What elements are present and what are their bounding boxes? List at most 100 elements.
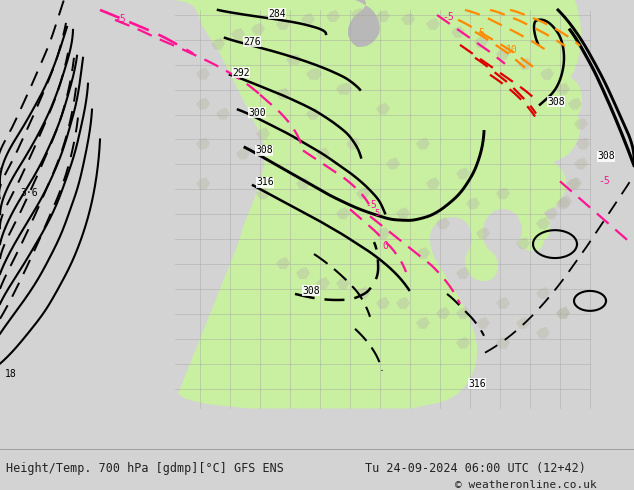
Text: Height/Temp. 700 hPa [gdmp][°C] GFS ENS: Height/Temp. 700 hPa [gdmp][°C] GFS ENS — [6, 462, 284, 474]
Polygon shape — [426, 177, 440, 189]
Text: 308: 308 — [547, 97, 565, 107]
Polygon shape — [416, 317, 430, 329]
Polygon shape — [456, 267, 470, 279]
Polygon shape — [476, 317, 490, 329]
Polygon shape — [451, 26, 465, 38]
Polygon shape — [518, 58, 532, 70]
Polygon shape — [466, 197, 480, 209]
Polygon shape — [301, 13, 315, 25]
Polygon shape — [336, 207, 350, 219]
Polygon shape — [276, 18, 290, 30]
Polygon shape — [436, 307, 450, 319]
Text: -5: -5 — [114, 14, 126, 24]
Polygon shape — [540, 68, 554, 80]
Polygon shape — [306, 108, 320, 120]
Polygon shape — [0, 0, 634, 448]
Polygon shape — [196, 138, 210, 149]
Polygon shape — [536, 217, 550, 229]
Polygon shape — [544, 207, 558, 219]
Polygon shape — [558, 196, 572, 207]
Text: 292: 292 — [232, 68, 250, 78]
Polygon shape — [396, 297, 410, 309]
Polygon shape — [326, 10, 340, 22]
Polygon shape — [351, 8, 365, 20]
Text: 300: 300 — [248, 108, 266, 118]
Text: -5: -5 — [365, 200, 377, 210]
Text: 5: 5 — [374, 209, 379, 218]
Text: 316: 316 — [256, 177, 274, 187]
Polygon shape — [476, 227, 490, 239]
Polygon shape — [416, 247, 430, 259]
Text: 308: 308 — [597, 151, 614, 161]
Polygon shape — [356, 187, 370, 199]
Polygon shape — [336, 83, 352, 95]
Polygon shape — [356, 287, 370, 299]
Polygon shape — [216, 108, 230, 120]
Polygon shape — [516, 237, 530, 249]
Polygon shape — [568, 98, 582, 110]
Polygon shape — [456, 337, 470, 349]
Polygon shape — [376, 297, 390, 309]
Polygon shape — [231, 28, 245, 40]
Polygon shape — [426, 18, 440, 30]
Polygon shape — [346, 138, 360, 149]
Polygon shape — [376, 10, 390, 22]
Text: 284: 284 — [268, 9, 286, 19]
Text: 5: 5 — [478, 28, 484, 38]
Polygon shape — [536, 327, 550, 339]
Text: 276: 276 — [243, 37, 261, 47]
Polygon shape — [566, 177, 580, 189]
Polygon shape — [568, 177, 582, 189]
Polygon shape — [376, 102, 390, 115]
Polygon shape — [276, 257, 290, 269]
Text: 308: 308 — [302, 286, 320, 296]
Polygon shape — [516, 317, 530, 329]
Polygon shape — [574, 118, 588, 129]
Polygon shape — [286, 55, 302, 65]
Polygon shape — [276, 88, 290, 99]
Polygon shape — [211, 38, 225, 50]
Polygon shape — [401, 13, 415, 25]
Text: 316: 316 — [468, 379, 486, 389]
Polygon shape — [456, 307, 470, 319]
Text: © weatheronline.co.uk: © weatheronline.co.uk — [455, 480, 597, 490]
Polygon shape — [496, 337, 510, 349]
Polygon shape — [348, 0, 380, 47]
Polygon shape — [386, 157, 400, 170]
Polygon shape — [196, 177, 210, 189]
Text: 10: 10 — [506, 45, 518, 55]
Polygon shape — [574, 157, 588, 170]
Polygon shape — [556, 307, 570, 319]
Polygon shape — [556, 307, 570, 319]
Text: 18: 18 — [5, 368, 16, 379]
Polygon shape — [416, 138, 430, 149]
Polygon shape — [196, 68, 210, 80]
Polygon shape — [536, 287, 550, 299]
Polygon shape — [316, 147, 330, 159]
Polygon shape — [175, 0, 582, 409]
Polygon shape — [306, 68, 322, 80]
Polygon shape — [496, 297, 510, 309]
Polygon shape — [576, 138, 590, 149]
Polygon shape — [316, 277, 330, 289]
Polygon shape — [256, 187, 270, 199]
Polygon shape — [256, 127, 270, 140]
Polygon shape — [196, 98, 210, 110]
Polygon shape — [496, 48, 510, 60]
Polygon shape — [556, 83, 570, 95]
Polygon shape — [296, 177, 310, 189]
Text: 3·6: 3·6 — [20, 188, 37, 198]
Text: 308: 308 — [255, 146, 273, 155]
Polygon shape — [336, 277, 350, 289]
Polygon shape — [251, 23, 265, 35]
Polygon shape — [474, 36, 488, 48]
Text: 0: 0 — [382, 241, 388, 251]
Polygon shape — [296, 267, 310, 279]
Polygon shape — [436, 217, 450, 229]
Polygon shape — [396, 207, 410, 219]
Polygon shape — [236, 147, 250, 159]
Text: -5: -5 — [442, 12, 454, 22]
Text: -5: -5 — [598, 176, 610, 186]
Polygon shape — [556, 197, 570, 209]
Polygon shape — [376, 227, 390, 239]
